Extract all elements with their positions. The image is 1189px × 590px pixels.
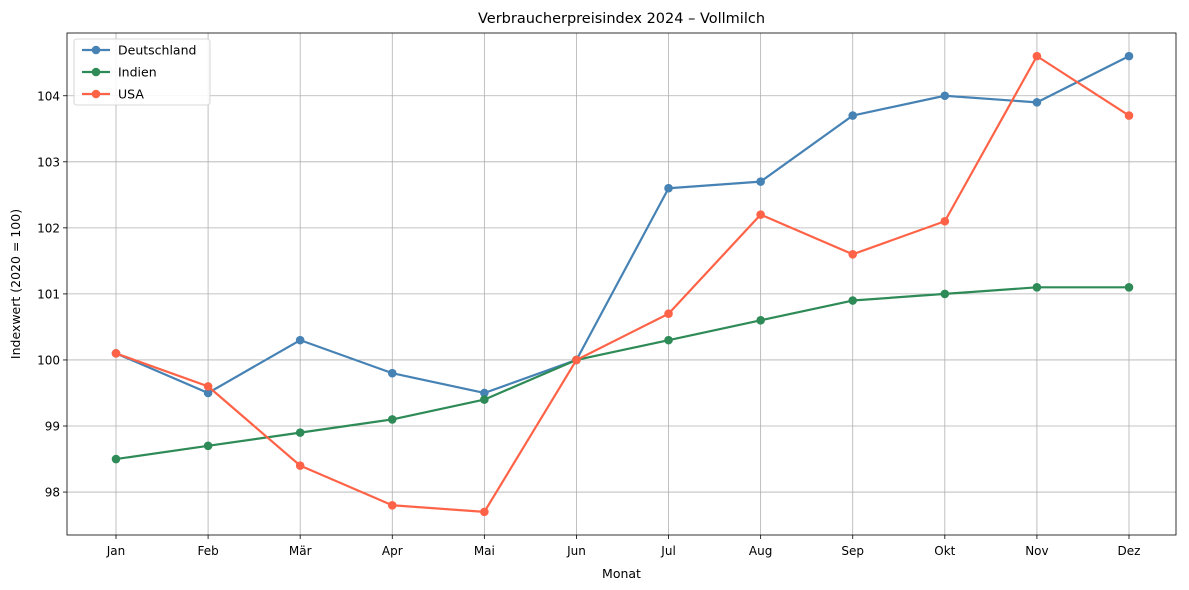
data-point [664, 183, 673, 193]
series-line [115, 286, 1129, 461]
x-tick-label: Dez [1118, 544, 1141, 558]
data-point [480, 395, 489, 404]
data-point [1032, 98, 1042, 107]
legend-item: Deutschland [82, 43, 196, 58]
data-point [1124, 111, 1134, 120]
x-axis-label: Monat [602, 566, 641, 581]
y-tick-label: 103 [37, 155, 60, 169]
legend-label: Deutschland [118, 43, 196, 58]
x-tick-label: Sep [841, 544, 864, 558]
data-point [848, 111, 858, 120]
x-tick-label: Jul [660, 544, 675, 558]
data-point [940, 91, 950, 101]
y-tick-label: 102 [37, 221, 60, 235]
legend-label: USA [118, 87, 144, 102]
legend: Deutschland Indien USA [73, 38, 211, 106]
series-usa [111, 51, 1134, 517]
legend-swatch-marker [91, 89, 101, 99]
data-point [756, 316, 765, 325]
series-line [115, 55, 1130, 513]
x-tick-label: Mär [289, 544, 312, 558]
series-line [115, 55, 1130, 395]
legend-swatch-marker [91, 45, 101, 55]
data-point [1124, 51, 1134, 61]
data-point [203, 388, 213, 398]
y-tick-label: 99 [45, 420, 60, 434]
y-tick-label: 100 [37, 353, 60, 367]
x-tick-label: Mai [474, 544, 495, 558]
data-point [940, 289, 950, 299]
x-tick-label: Apr [382, 544, 403, 558]
data-point [111, 349, 121, 358]
x-tick-label: Jan [106, 544, 126, 558]
data-point [387, 500, 397, 510]
data-point [756, 177, 765, 186]
legend-swatch-marker [91, 67, 101, 77]
x-tick-label: Okt [934, 544, 955, 558]
legend-box [73, 38, 211, 106]
data-point [664, 309, 673, 319]
data-point [295, 428, 305, 437]
data-point [848, 249, 858, 259]
legend-item: USA [82, 87, 144, 102]
data-point [203, 441, 213, 451]
data-point [111, 454, 121, 464]
data-point [1032, 51, 1042, 61]
data-point [1124, 283, 1134, 292]
data-point [480, 388, 489, 398]
y-axis-label: Indexwert (2020 = 100) [8, 209, 23, 359]
legend-label: Indien [118, 65, 157, 80]
x-tick-label: Feb [197, 544, 218, 558]
y-tick-label: 104 [37, 89, 60, 103]
legend-item: Indien [82, 65, 157, 80]
data-point [756, 210, 765, 219]
data-point [295, 335, 305, 345]
chart-title: Verbraucherpreisindex 2024 – Vollmilch [478, 11, 765, 27]
data-point [848, 296, 858, 305]
data-point [295, 461, 305, 470]
y-tick-label: 98 [45, 486, 60, 500]
y-tick-label: 101 [37, 287, 60, 301]
plot-frame [66, 32, 1177, 536]
data-point [387, 415, 397, 424]
data-point [664, 335, 673, 345]
series-layer [111, 51, 1134, 517]
x-tick-label: Aug [749, 544, 772, 558]
x-tick-label: Jun [566, 544, 586, 558]
data-point [572, 355, 581, 365]
x-tick-label: Nov [1025, 544, 1048, 558]
data-point [387, 368, 397, 378]
data-point [1032, 283, 1042, 292]
axis-ticks: Jan Feb Mär Apr Mai Jun Jul Aug Sep Okt Nov Dez 98 99… [37, 89, 1140, 558]
data-point [203, 382, 213, 391]
data-point [480, 507, 489, 517]
data-point [940, 216, 950, 226]
